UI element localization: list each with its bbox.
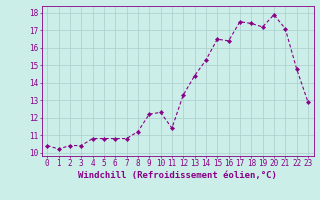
X-axis label: Windchill (Refroidissement éolien,°C): Windchill (Refroidissement éolien,°C) bbox=[78, 171, 277, 180]
